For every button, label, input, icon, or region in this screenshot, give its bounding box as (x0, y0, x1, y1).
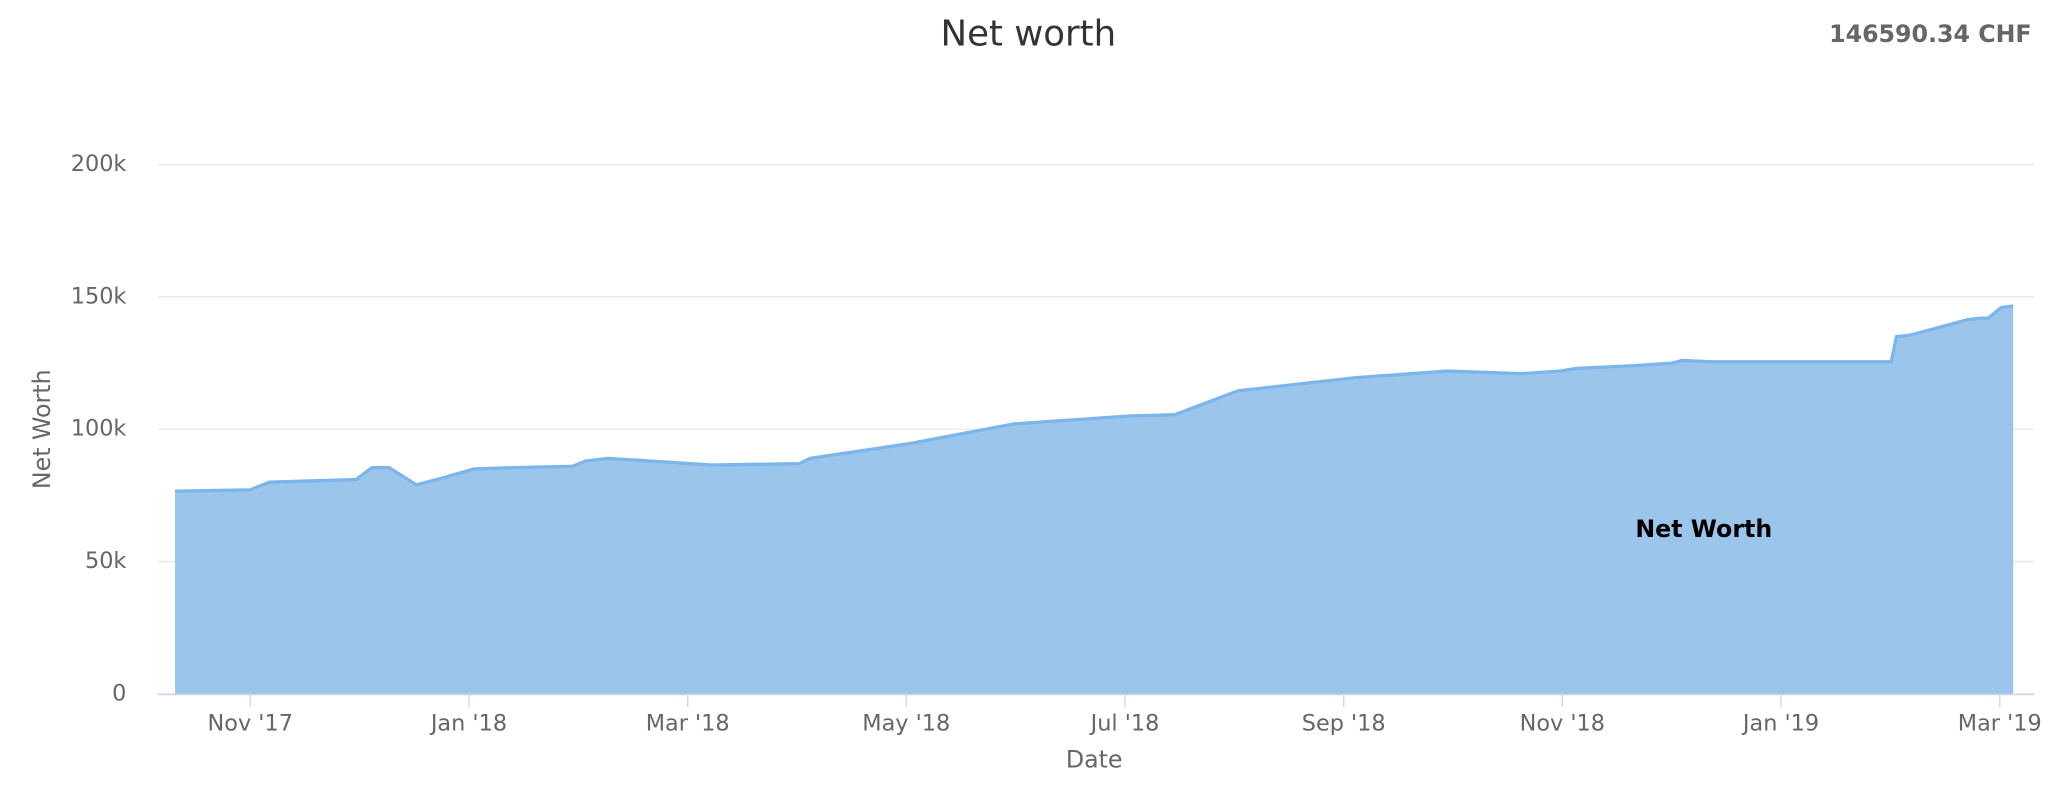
x-tick-label: Jan '19 (1741, 711, 1819, 737)
series-label: Net Worth (1635, 515, 1772, 543)
x-tick-label: Nov '17 (208, 711, 293, 737)
x-tick-label: Jul '18 (1089, 711, 1160, 737)
y-tick-label: 150k (71, 283, 127, 309)
x-tick-label: Sep '18 (1302, 711, 1386, 737)
area-line (175, 304, 2014, 493)
y-tick-label: 200k (71, 151, 127, 177)
y-axis-label: Net Worth (28, 369, 56, 489)
area (175, 305, 2014, 694)
total-value: 146590.34 CHF (1829, 20, 2032, 48)
x-tick-label: Mar '19 (1958, 711, 2042, 737)
y-tick-label: 100k (71, 416, 127, 442)
x-axis-label: Date (1066, 746, 1123, 774)
x-tick-label: Jan '18 (429, 711, 507, 737)
x-tick-label: May '18 (862, 711, 950, 737)
x-tick-label: Nov '18 (1520, 711, 1605, 737)
chart-title: Net worth (941, 14, 1117, 55)
y-tick-label: 0 (112, 680, 126, 706)
y-tick-label: 50k (85, 548, 126, 574)
x-tick-label: Mar '18 (646, 711, 730, 737)
